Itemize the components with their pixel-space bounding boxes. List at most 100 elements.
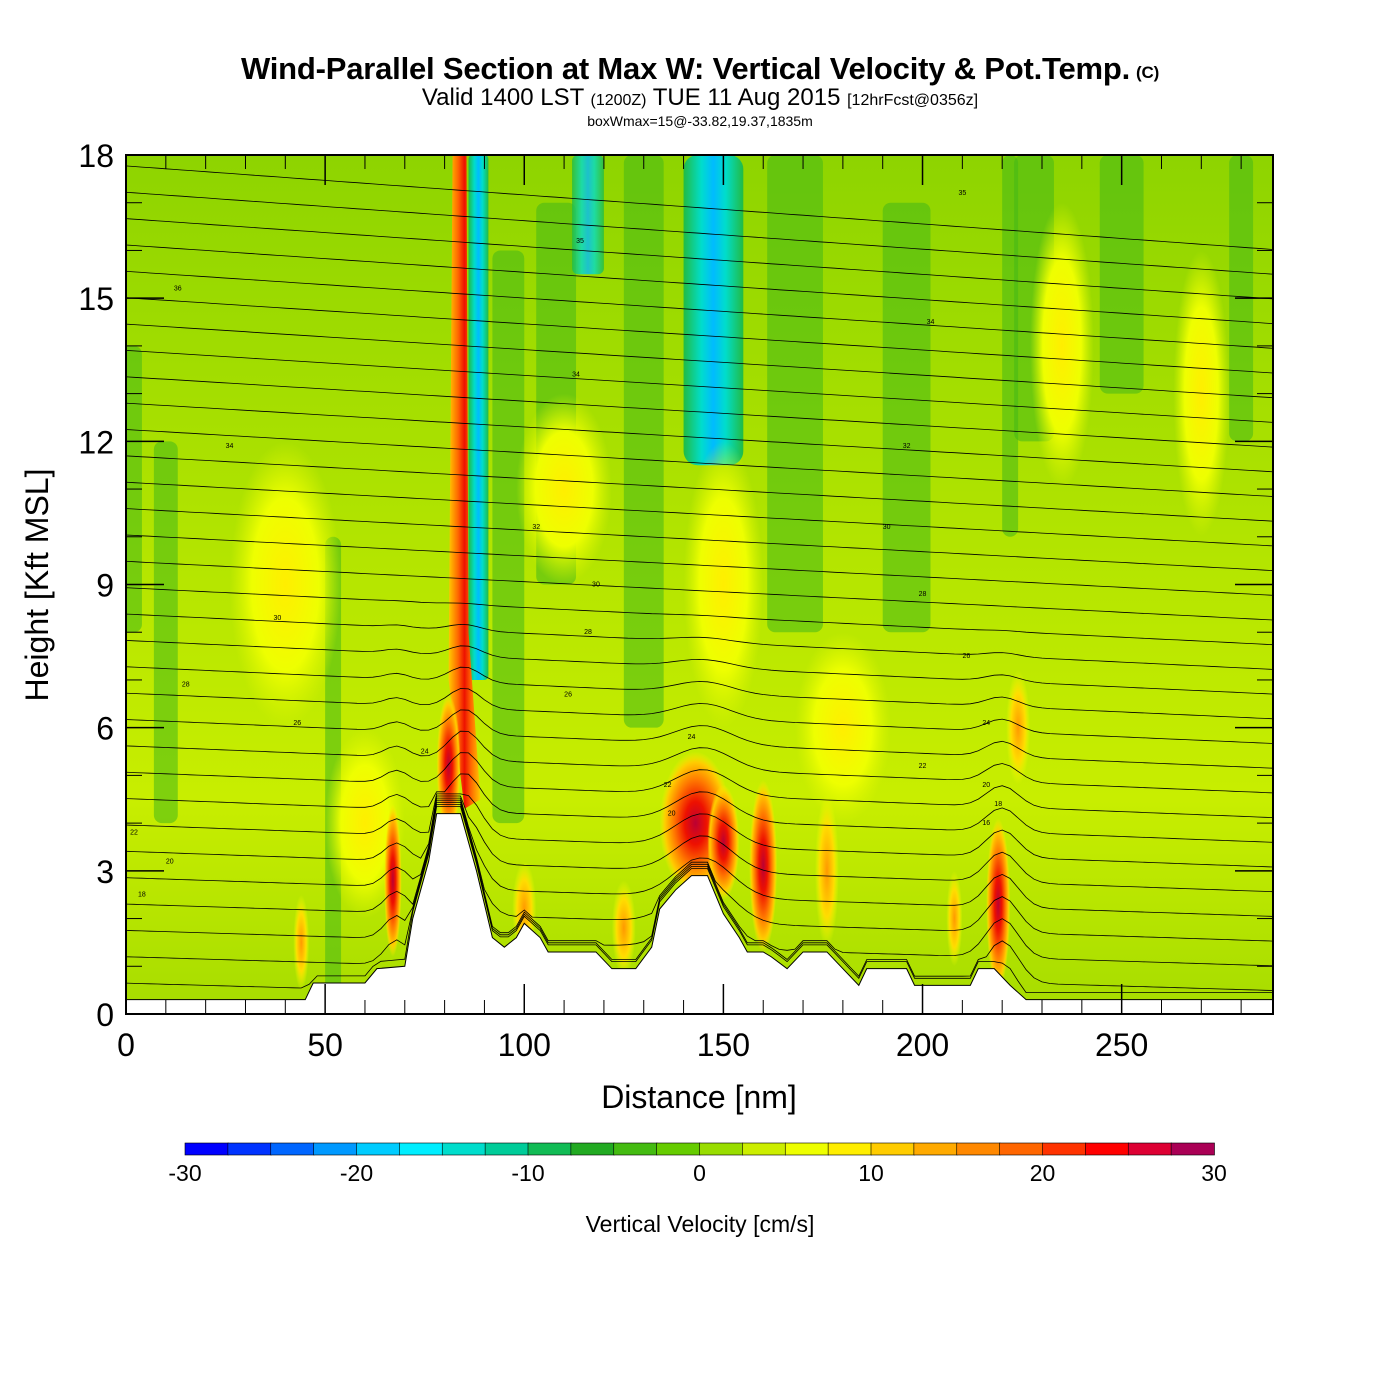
theta-contour bbox=[126, 799, 1273, 942]
green-band bbox=[1099, 155, 1144, 394]
theta-contour bbox=[126, 801, 1273, 967]
green-band bbox=[153, 441, 178, 824]
colorbar-tick-label: -20 bbox=[340, 1160, 373, 1186]
theta-contour bbox=[126, 270, 1273, 349]
theta-contour bbox=[126, 297, 1273, 374]
theta-contour bbox=[126, 688, 1273, 744]
theta-contour bbox=[126, 402, 1273, 473]
warm-patch bbox=[946, 870, 963, 967]
y-tick-label: 18 bbox=[78, 138, 114, 174]
colorbar-swatch bbox=[956, 1142, 1001, 1156]
theta-contour bbox=[126, 165, 1273, 250]
theta-contour bbox=[126, 709, 1273, 769]
colorbar-swatch bbox=[270, 1142, 315, 1156]
potential-temperature-contours bbox=[126, 165, 1273, 993]
theta-contour bbox=[126, 666, 1273, 720]
theta-contour bbox=[126, 804, 1273, 991]
theta-label: 22 bbox=[919, 763, 927, 770]
theta-contour bbox=[126, 797, 1273, 917]
x-tick-label: 50 bbox=[307, 1027, 343, 1063]
x-tick-label: 250 bbox=[1095, 1027, 1148, 1063]
theta-label: 22 bbox=[130, 830, 138, 837]
theta-label: 32 bbox=[903, 443, 911, 450]
y-tick-label: 3 bbox=[96, 854, 114, 890]
colorbar-swatch bbox=[613, 1142, 658, 1156]
velocity-features bbox=[126, 155, 1254, 1014]
theta-label: 30 bbox=[883, 524, 891, 531]
updraft-core bbox=[707, 784, 740, 900]
updraft-core bbox=[436, 694, 461, 838]
yellow-patch bbox=[1030, 202, 1094, 490]
y-axis-label: Height [Kft MSL] bbox=[19, 469, 55, 702]
colorbar-tick-label: 0 bbox=[693, 1160, 706, 1186]
downdraft-column bbox=[468, 155, 489, 680]
updraft-core bbox=[986, 818, 1011, 991]
theta-label: 34 bbox=[226, 443, 234, 450]
green-band bbox=[492, 250, 525, 824]
y-tick-label: 9 bbox=[96, 568, 114, 604]
theta-contour bbox=[126, 587, 1273, 646]
colorbar-swatch bbox=[356, 1142, 401, 1156]
colorbar-swatch bbox=[999, 1142, 1044, 1156]
valid-prefix: Valid 1400 LST bbox=[421, 84, 584, 111]
green-band bbox=[767, 155, 823, 633]
colorbar-swatch bbox=[570, 1142, 615, 1156]
theta-contour bbox=[126, 429, 1273, 497]
theta-contour bbox=[126, 795, 1273, 893]
x-tick-label: 0 bbox=[117, 1027, 135, 1063]
theta-label: 26 bbox=[564, 691, 572, 698]
colorbar-swatch bbox=[184, 1142, 229, 1156]
theta-contour bbox=[126, 455, 1273, 522]
colorbar-tick-label: 20 bbox=[1030, 1160, 1056, 1186]
updraft-core bbox=[384, 804, 402, 957]
theta-contour bbox=[126, 244, 1273, 324]
updraft-core bbox=[749, 780, 778, 952]
yellow-patch bbox=[516, 393, 612, 585]
theta-contour bbox=[126, 481, 1273, 547]
theta-label: 24 bbox=[421, 749, 429, 756]
theta-contour bbox=[126, 218, 1273, 300]
theta-label: 22 bbox=[664, 782, 672, 789]
theta-contour bbox=[126, 376, 1273, 448]
y-tick-label: 12 bbox=[78, 424, 114, 460]
theta-contour bbox=[126, 191, 1273, 275]
colorbar-swatch bbox=[227, 1142, 272, 1156]
potential-temperature-labels: 36 34 35 34 32 30 28 26 30 28 26 24 22 20 18 24 22 20 35 34… bbox=[130, 190, 1002, 899]
forecast-info: [12hrFcst@0356z] bbox=[847, 92, 979, 109]
theta-contour bbox=[126, 560, 1273, 621]
colorbar-label: Vertical Velocity [cm/s] bbox=[586, 1211, 815, 1237]
theta-contour bbox=[126, 350, 1273, 423]
x-axis-label: Distance [nm] bbox=[601, 1079, 797, 1115]
yellow-patch bbox=[1173, 250, 1230, 537]
theta-contour bbox=[126, 773, 1273, 843]
green-band bbox=[1002, 155, 1019, 537]
green-band bbox=[882, 202, 931, 633]
colorbar-tick-label: -30 bbox=[168, 1160, 201, 1186]
y-tick-label: 15 bbox=[78, 281, 114, 317]
theta-label: 34 bbox=[927, 319, 935, 326]
x-tick-label: 100 bbox=[498, 1027, 551, 1063]
downdraft-column bbox=[683, 155, 744, 466]
valid-time-line: Valid 1400 LST (1200Z) TUE 11 Aug 2015 [… bbox=[0, 86, 1400, 113]
theta-contour bbox=[126, 323, 1273, 399]
colorbar-swatch bbox=[313, 1142, 358, 1156]
theta-label: 20 bbox=[166, 858, 174, 865]
theta-label: 32 bbox=[532, 524, 540, 531]
colorbar bbox=[184, 1142, 1215, 1156]
chart-title-text: Wind-Parallel Section at Max W: Vertical… bbox=[240, 51, 1131, 86]
theta-label: 26 bbox=[293, 720, 301, 727]
colorbar-swatch bbox=[441, 1142, 486, 1156]
theta-contour bbox=[126, 508, 1273, 571]
theta-label: 20 bbox=[982, 782, 990, 789]
colorbar-swatch bbox=[784, 1142, 829, 1156]
theta-label: 18 bbox=[138, 892, 146, 899]
theta-label: 16 bbox=[982, 820, 990, 827]
colorbar-swatch bbox=[699, 1142, 744, 1156]
theta-label: 35 bbox=[576, 238, 584, 245]
x-axis-ticks: 0 50 100 150 200 250 bbox=[117, 155, 1242, 1063]
theta-contour bbox=[126, 730, 1273, 794]
theta-label: 28 bbox=[182, 682, 190, 689]
colorbar-swatch bbox=[1085, 1142, 1130, 1156]
theta-contour bbox=[126, 752, 1273, 818]
